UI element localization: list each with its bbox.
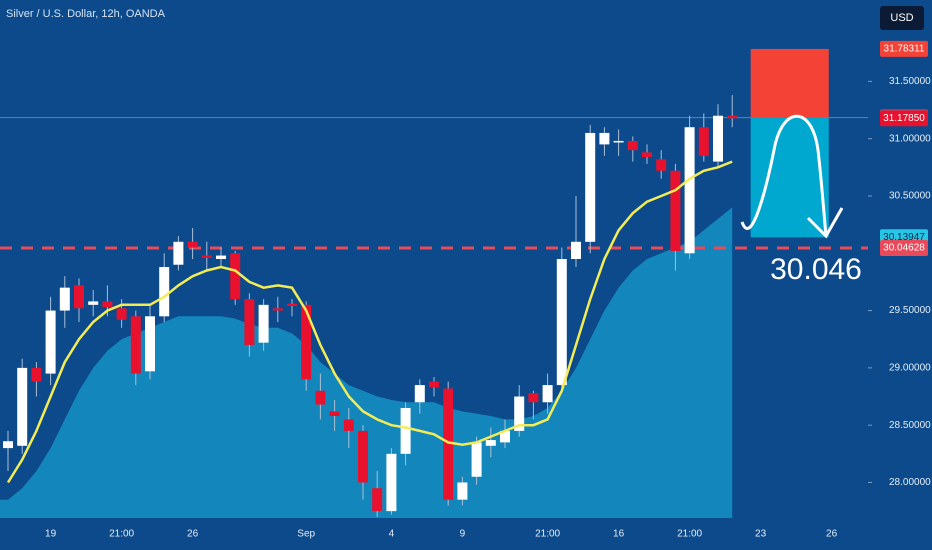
target-zone: [750, 117, 829, 238]
candle-body: [187, 241, 198, 248]
price-tag: [880, 239, 928, 256]
candle-body: [287, 303, 297, 306]
time-axis: [0, 518, 932, 550]
price-axis: [868, 0, 932, 518]
candle-body: [528, 393, 539, 403]
candle-body: [585, 132, 596, 242]
candle-body: [443, 388, 454, 500]
candle-body: [116, 308, 127, 320]
y-tick-label: 29.00000: [889, 363, 931, 374]
candle-body: [372, 488, 383, 512]
candle-body: [457, 482, 468, 500]
candle-body: [698, 127, 709, 156]
price-tag-label: 31.78311: [884, 44, 925, 55]
candle-body: [429, 381, 439, 388]
arrow-head: [806, 207, 844, 239]
candle-body: [230, 253, 241, 300]
candle-body: [17, 367, 28, 446]
price-tag-label: 30.13947: [883, 232, 925, 243]
area: [0, 207, 733, 518]
candle-body: [173, 241, 184, 265]
price-tag: [880, 40, 928, 57]
candle-body: [159, 267, 170, 317]
candle-body: [301, 304, 312, 380]
x-tick-label: 9: [460, 529, 466, 540]
candle-body: [599, 132, 610, 145]
candle-body: [145, 316, 155, 372]
candle-body: [102, 301, 113, 308]
drawn-arrow: [740, 114, 828, 237]
y-tick-label: 28.00000: [889, 477, 931, 488]
candle-body: [684, 127, 695, 254]
candle-body: [59, 287, 70, 311]
candle-body: [343, 419, 354, 431]
candle-body: [201, 255, 212, 258]
price-tag-label: 31.17850: [883, 113, 925, 124]
x-tick-label: 26: [826, 529, 838, 540]
candle-body: [329, 411, 340, 417]
candle-body: [542, 385, 553, 403]
candle-body: [130, 316, 141, 374]
y-tick-label: 28.50000: [889, 420, 931, 431]
candle-body: [216, 255, 226, 259]
candle-body: [713, 115, 723, 162]
x-tick-label: 23: [755, 529, 767, 540]
currency-label[interactable]: USD: [890, 12, 913, 24]
x-tick-label: Sep: [297, 529, 315, 540]
candle-body: [414, 385, 425, 403]
x-tick-label: 4: [389, 529, 395, 540]
currency-button[interactable]: [880, 6, 924, 30]
candle-body: [315, 390, 326, 405]
candle-body: [514, 396, 525, 431]
candle-body: [670, 170, 681, 251]
candle-body: [500, 430, 510, 443]
candle-body: [386, 453, 397, 512]
candle-body: [31, 367, 42, 382]
x-tick-label: 26: [187, 529, 199, 540]
candle-body: [642, 152, 652, 158]
x-tick-label: 21:00: [677, 529, 702, 540]
candle-body: [727, 115, 738, 119]
moving-average: [6, 160, 733, 484]
candle-body: [244, 299, 255, 345]
candle-body: [627, 140, 638, 151]
candle-body: [272, 308, 283, 311]
candle-body: [400, 407, 411, 454]
candle-body: [656, 159, 667, 171]
y-tick-label: 29.50000: [889, 305, 931, 316]
candle-body: [3, 441, 13, 449]
price-tag: [880, 110, 928, 127]
x-tick-label: 16: [613, 529, 625, 540]
candle-body: [485, 440, 496, 446]
candle-body: [571, 241, 581, 259]
candle-body: [471, 442, 482, 477]
y-tick-label: 31.50000: [889, 76, 931, 87]
x-tick-label: 19: [45, 529, 57, 540]
stop-zone: [750, 48, 829, 118]
y-tick-label: 30.50000: [889, 191, 931, 202]
y-tick-label: 31.00000: [889, 133, 931, 144]
candle-body: [45, 310, 56, 374]
price-tag-label: 30.04628: [883, 243, 925, 254]
x-tick-label: 21:00: [535, 529, 560, 540]
candle-body: [74, 285, 84, 309]
annotation: 30.046: [770, 253, 862, 286]
candle-body: [358, 430, 368, 483]
x-tick-label: 21:00: [109, 529, 134, 540]
candle-body: [258, 304, 269, 343]
chart-title: Silver / U.S. Dollar, 12h, OANDA: [6, 8, 166, 20]
candle-body: [556, 259, 567, 386]
candle-body: [613, 140, 624, 143]
candle-body: [88, 301, 99, 305]
